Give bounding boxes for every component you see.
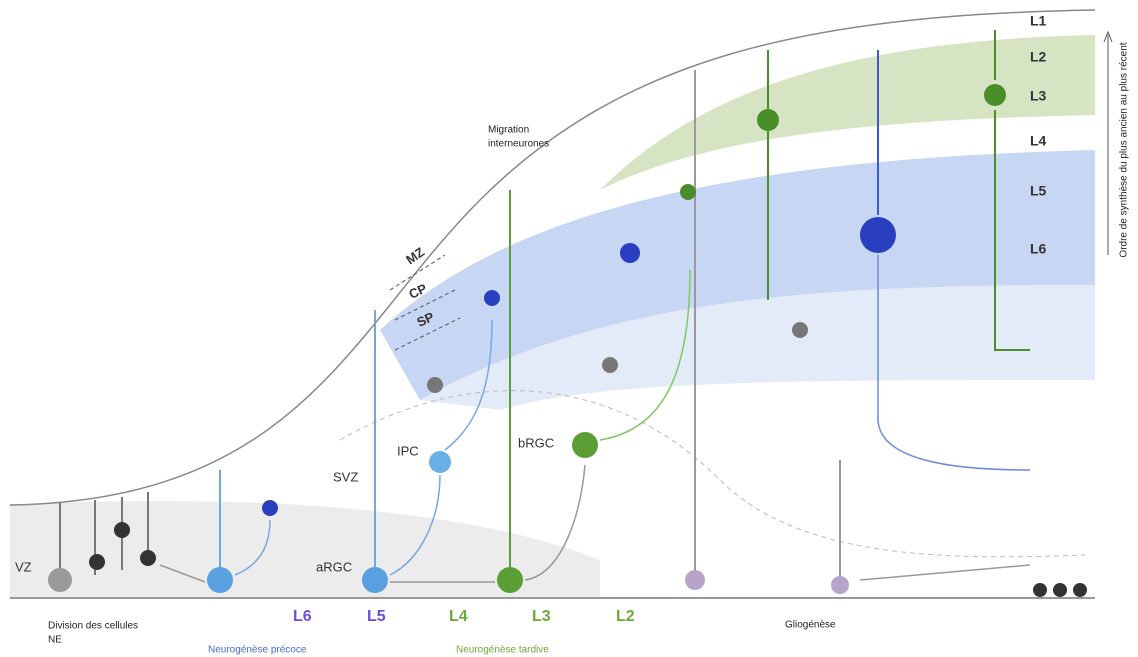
zone-label: SP	[414, 309, 436, 330]
sequence-label: L5	[367, 608, 386, 625]
layer-label: L2	[1030, 49, 1047, 65]
phase-label: Neurogénèse précoce	[208, 645, 307, 656]
cell-label: aRGC	[316, 559, 352, 574]
order-label: Ordre de synthèse du plus ancien au plus…	[1119, 42, 1130, 257]
sequence-label: L6	[293, 608, 312, 625]
zone-label: SVZ	[333, 469, 358, 484]
sequence-label: L2	[616, 608, 635, 625]
layer-label: L6	[1030, 241, 1047, 257]
migration-label: Migration	[488, 125, 529, 136]
deep-layers	[380, 150, 1095, 400]
zone-label: VZ	[15, 559, 32, 574]
arrows	[159, 269, 1031, 583]
phase-label: Neurogénèse tardive	[456, 645, 549, 656]
phase-label: Gliogénèse	[785, 620, 836, 631]
layer-label: L4	[1030, 133, 1047, 149]
vz-region	[10, 500, 600, 598]
zone-label: CP	[406, 280, 429, 301]
order-arrowhead	[1103, 30, 1113, 43]
migration-label: interneurones	[488, 139, 549, 150]
svz-boundary	[339, 390, 1086, 558]
layer-label: L5	[1030, 183, 1047, 199]
layer-label: L1	[1030, 13, 1047, 29]
layer-label: L3	[1030, 88, 1047, 104]
division-label: Division des cellules	[48, 621, 138, 632]
zone-boundaries	[389, 254, 461, 351]
division-label: NE	[48, 635, 62, 646]
cells	[48, 30, 1087, 597]
upper-layers	[600, 35, 1095, 190]
subplate	[420, 285, 1095, 410]
cell-label: IPC	[397, 443, 419, 458]
cell-label: bRGC	[518, 435, 554, 450]
sequence-label: L3	[532, 608, 551, 625]
sequence-label: L4	[449, 608, 468, 625]
pial-surface	[9, 9, 1096, 506]
